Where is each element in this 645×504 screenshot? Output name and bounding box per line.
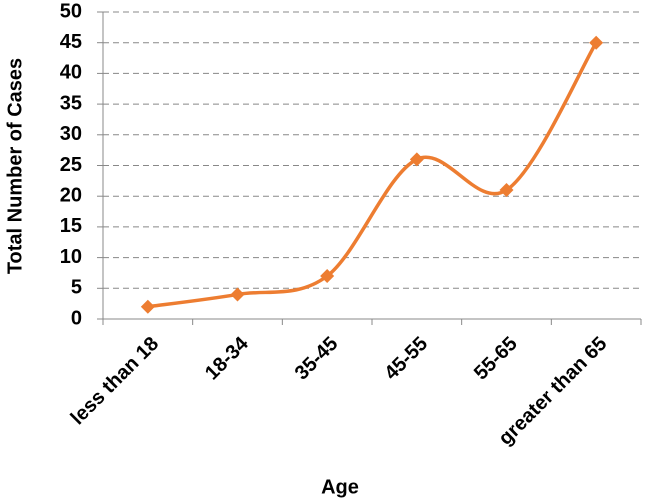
x-tick-label: 18-34 [201,332,253,384]
data-marker [230,287,245,302]
x-tick-label: less than 18 [67,333,164,430]
x-tick-label: 55-65 [470,333,522,385]
y-tick-label: 30 [60,123,82,145]
data-marker [409,152,424,167]
data-marker [320,269,335,284]
data-marker [140,299,155,314]
x-axis-title: Age [321,476,359,498]
y-tick-label: 50 [60,0,82,22]
y-tick-label: 0 [71,307,82,329]
data-marker [589,35,604,50]
y-tick-label: 10 [60,246,82,268]
y-tick-label: 20 [60,184,82,206]
y-axis-title: Total Number of Cases [4,58,26,274]
x-tick-label: 35-45 [291,333,343,385]
y-tick-label: 35 [60,92,82,114]
data-line [147,41,598,309]
data-marker [499,183,514,198]
y-tick-label: 45 [60,31,82,53]
y-tick-label: 5 [71,277,82,299]
x-tick-label: 45-55 [380,333,432,385]
y-tick-label: 15 [60,215,82,237]
y-tick-label: 25 [60,154,82,176]
y-tick-label: 40 [60,62,82,84]
